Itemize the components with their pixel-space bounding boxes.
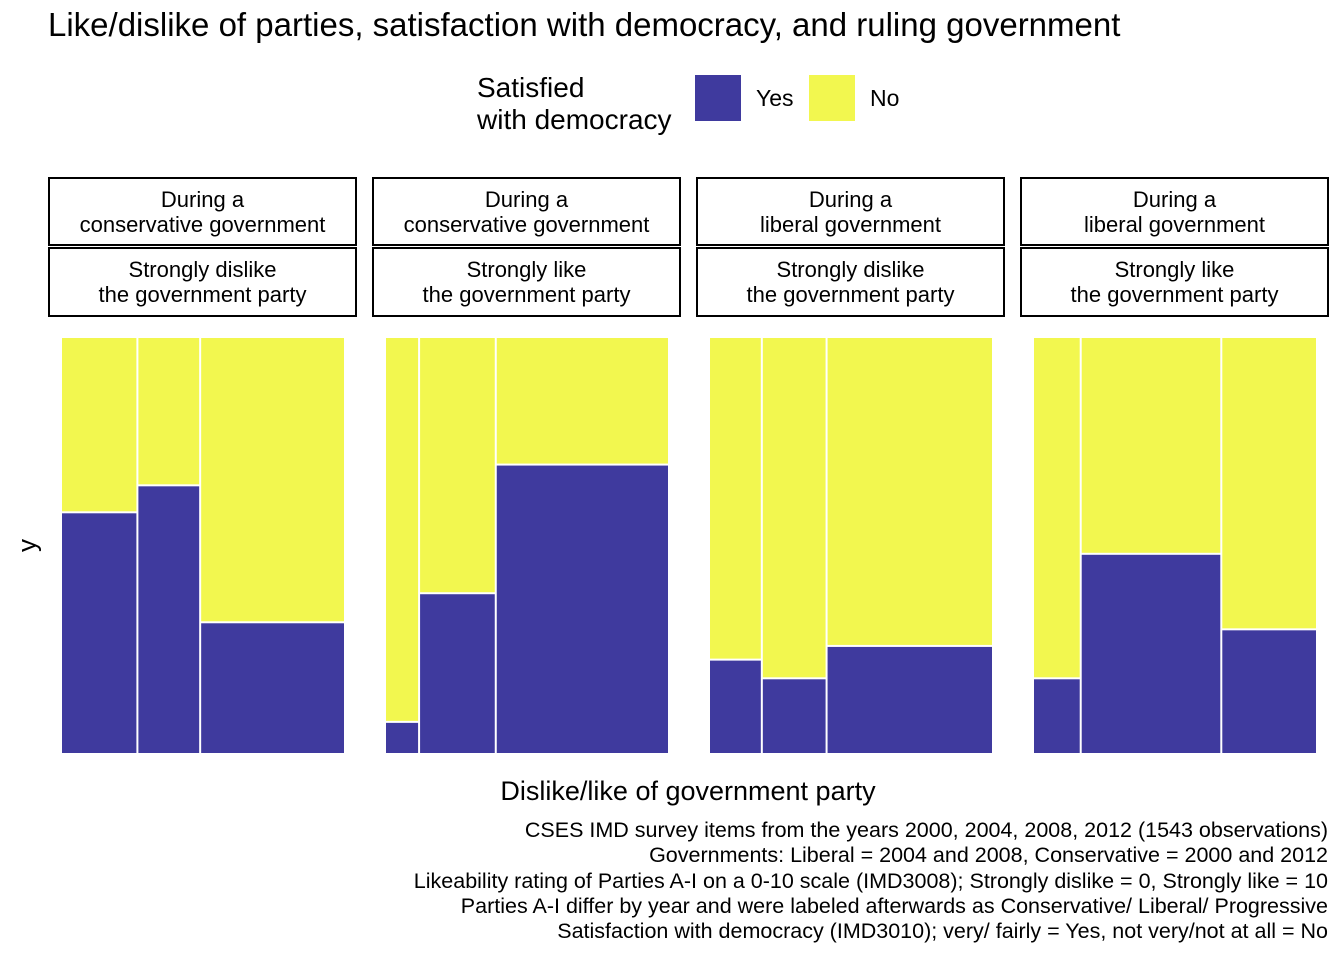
strip-government-2: During a conservative government	[372, 177, 681, 246]
mosaic-tile-yes-panel1-col3	[201, 623, 344, 753]
strip-attitude-3: Strongly dislike the government party	[696, 247, 1005, 317]
mosaic-tile-no-panel1-col3	[201, 338, 344, 622]
x-axis-label: Dislike/like of government party	[500, 776, 876, 806]
strip-attitude-2: Strongly like the government party	[372, 247, 681, 317]
chart-title: Like/dislike of parties, satisfaction wi…	[48, 6, 1121, 43]
caption-line-3: Likeability rating of Parties A-I on a 0…	[413, 868, 1328, 893]
mosaic-tile-yes-panel2-col1	[386, 722, 419, 753]
mosaic-tile-no-panel1-col2	[138, 338, 200, 485]
mosaic-tile-no-panel3-col1	[710, 338, 761, 659]
mosaic-tile-yes-panel1-col2	[138, 486, 200, 753]
mosaic-tile-yes-panel1-col1	[62, 513, 137, 753]
mosaic-tile-no-panel3-col3	[827, 338, 992, 645]
mosaic-tile-no-panel2-col2	[420, 338, 495, 593]
strip-attitude-1: Strongly dislike the government party	[48, 247, 357, 317]
mosaic-tile-no-panel4-col1	[1034, 338, 1080, 678]
y-axis-label: y	[11, 539, 42, 552]
caption-line-2: Governments: Liberal = 2004 and 2008, Co…	[649, 843, 1328, 868]
caption-line-4: Parties A-I differ by year and were labe…	[460, 893, 1328, 918]
mosaic-tile-no-panel4-col2	[1081, 338, 1221, 553]
caption-line-5: Satisfaction with democracy (IMD3010); v…	[557, 919, 1328, 944]
mosaic-tile-yes-panel2-col2	[420, 594, 495, 753]
mosaic-tile-yes-panel3-col3	[827, 646, 992, 753]
mosaic-tile-yes-panel3-col2	[762, 679, 826, 753]
strip-attitude-4: Strongly like the government party	[1020, 247, 1329, 317]
legend-title: Satisfied with democracy	[477, 72, 672, 136]
legend-title-line-2: with democracy	[477, 104, 672, 135]
strip-government-3: During a liberal government	[696, 177, 1005, 246]
mosaic-tile-yes-panel4-col3	[1222, 630, 1316, 753]
legend-label-yes: Yes	[756, 85, 794, 111]
mosaic-tile-no-panel2-col3	[496, 338, 668, 464]
mosaic-tile-yes-panel4-col1	[1034, 679, 1080, 753]
legend-title-line-1: Satisfied	[477, 72, 585, 103]
mosaic-tile-yes-panel4-col2	[1081, 554, 1221, 753]
strip-government-4: During a liberal government	[1020, 177, 1329, 246]
caption: CSES IMD survey items from the years 200…	[414, 818, 1328, 944]
strip-government-1: During a conservative government	[48, 177, 357, 246]
legend-label-no: No	[870, 85, 900, 111]
mosaic-tile-no-panel2-col1	[386, 338, 419, 721]
mosaic-tile-no-panel1-col1	[62, 338, 137, 512]
caption-line-1: CSES IMD survey items from the years 200…	[524, 818, 1328, 842]
mosaic-tile-yes-panel2-col3	[496, 465, 668, 753]
mosaic-tile-no-panel4-col3	[1222, 338, 1316, 629]
legend-key-no	[809, 75, 855, 121]
legend-key-yes	[695, 75, 741, 121]
mosaic-tile-no-panel3-col2	[762, 338, 826, 678]
mosaic-tile-yes-panel3-col1	[710, 660, 761, 753]
